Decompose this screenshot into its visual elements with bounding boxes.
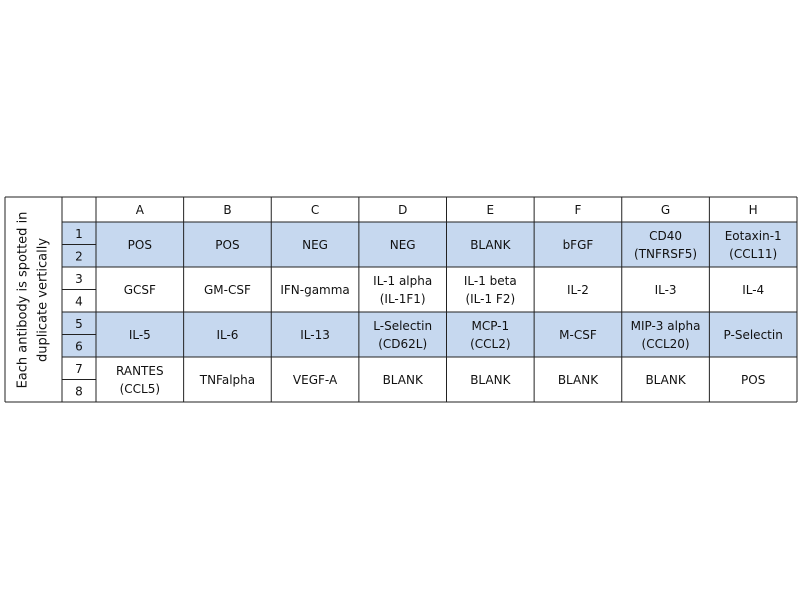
column-header: D: [398, 203, 407, 217]
column-header: E: [487, 203, 495, 217]
cell-text: GCSF: [124, 283, 156, 297]
cell-text: POS: [128, 238, 152, 252]
row-number: 1: [75, 227, 83, 241]
cell-text: IL-1 alpha: [373, 274, 432, 288]
row-number: 7: [75, 362, 83, 376]
cell-text: IL-6: [216, 328, 238, 342]
cell-text: IL-13: [300, 328, 330, 342]
cell-text: (IL-1F1): [380, 292, 426, 306]
row-number: 5: [75, 317, 83, 331]
cell-text: TNFalpha: [199, 373, 255, 387]
cell-text: BLANK: [470, 373, 511, 387]
column-header: G: [661, 203, 670, 217]
cell-text: POS: [215, 238, 239, 252]
cell-text: Eotaxin-1: [725, 229, 782, 243]
side-label-line: Each antibody is spotted in: [16, 212, 31, 389]
side-label: Each antibody is spotted in duplicate ve…: [16, 212, 51, 389]
cell-text: IL-1 beta: [464, 274, 517, 288]
cell-text: L-Selectin: [373, 319, 432, 333]
cell-text: GM-CSF: [204, 283, 251, 297]
cell-text: M-CSF: [559, 328, 597, 342]
cell-text: IL-3: [655, 283, 677, 297]
column-header: B: [223, 203, 231, 217]
cell-text: NEG: [302, 238, 328, 252]
row-shade: [62, 222, 797, 267]
cell-text: RANTES: [116, 364, 164, 378]
cell-text: IL-4: [742, 283, 764, 297]
cell-text: (CCL5): [120, 382, 160, 396]
cell-text: (IL-1 F2): [465, 292, 515, 306]
cell-text: IL-5: [129, 328, 151, 342]
table: A B C D E F G H 1 2 3 4 5 6 7 8 POS POS NEG NEG BLANK bFGF CD4…: [4, 196, 798, 403]
row-number: 4: [75, 294, 83, 308]
row-number: 3: [75, 272, 83, 286]
cell-text: (TNFRSF5): [634, 247, 697, 261]
column-header: H: [749, 203, 758, 217]
column-header: A: [136, 203, 145, 217]
cell-text: (CD62L): [378, 337, 427, 351]
cell-text: (CCL2): [470, 337, 510, 351]
column-header: F: [574, 203, 581, 217]
cell-text: NEG: [390, 238, 416, 252]
side-label-line: duplicate vertically: [36, 238, 51, 362]
row-number: 8: [75, 384, 83, 398]
column-header: C: [311, 203, 319, 217]
cell-text: bFGF: [563, 238, 594, 252]
cell-text: IFN-gamma: [280, 283, 349, 297]
cell-text: VEGF-A: [293, 373, 338, 387]
cell-text: BLANK: [645, 373, 686, 387]
row-number: 2: [75, 249, 83, 263]
row-number: 6: [75, 339, 83, 353]
cell-text: (CCL20): [642, 337, 690, 351]
cell-text: POS: [741, 373, 765, 387]
cell-text: BLANK: [470, 238, 511, 252]
cell-text: BLANK: [558, 373, 599, 387]
cell-text: MCP-1: [471, 319, 509, 333]
cell-text: MIP-3 alpha: [631, 319, 701, 333]
cell-text: CD40: [649, 229, 682, 243]
cell-text: BLANK: [383, 373, 424, 387]
cell-text: (CCL11): [729, 247, 777, 261]
cell-text: IL-2: [567, 283, 589, 297]
cell-text: P-Selectin: [724, 328, 783, 342]
row-shade: [62, 312, 797, 357]
